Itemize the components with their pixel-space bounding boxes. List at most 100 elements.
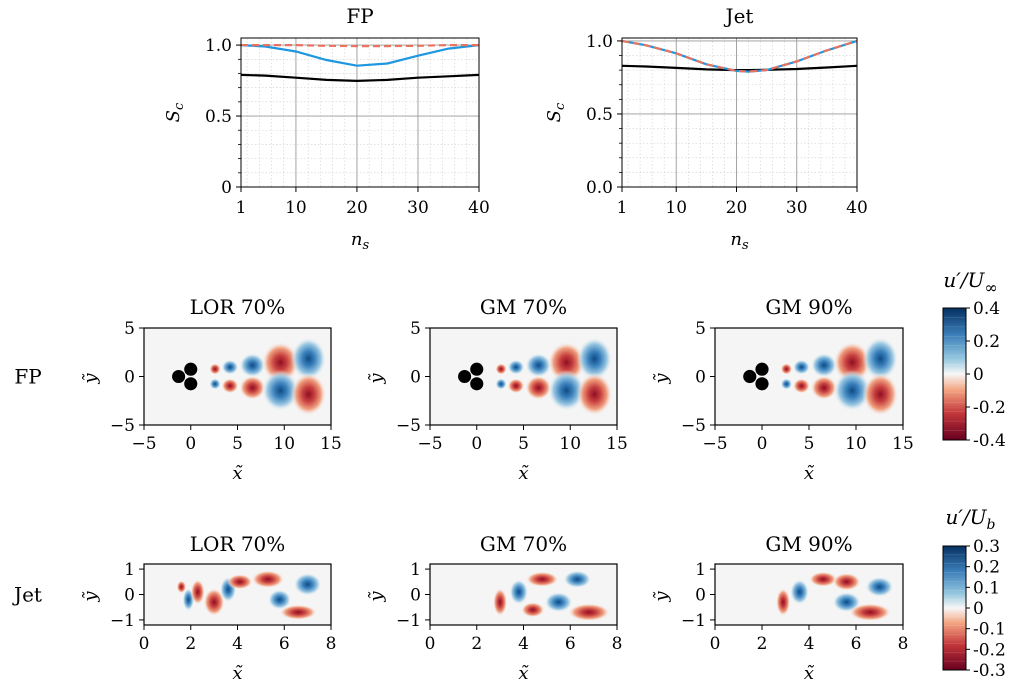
- y-axis-label: ỹ: [80, 591, 101, 603]
- contour-blob: [525, 353, 552, 378]
- y-tick-label: 0: [695, 586, 706, 606]
- colorbar-tick-label: 0.2: [973, 332, 1000, 352]
- x-tick-label: 40: [468, 198, 490, 218]
- y-tick-label: 0: [410, 586, 421, 606]
- contour-blob: [862, 372, 899, 416]
- panel-title: GM 90%: [765, 532, 852, 556]
- y-tick-label: 1.0: [205, 36, 232, 56]
- contour-blob: [251, 570, 285, 589]
- contour-blob: [221, 378, 239, 394]
- colorbar-tick-label: -0.1: [973, 620, 1006, 640]
- x-tick-label: 0: [139, 634, 150, 654]
- cylinder: [755, 362, 769, 376]
- panel-title: GM 70%: [480, 295, 567, 319]
- y-tick-label: 0.5: [586, 105, 613, 125]
- cylinder: [743, 369, 757, 384]
- contour-blob: [776, 588, 791, 617]
- contour-blob: [203, 588, 225, 617]
- field-panel: GM 90%0 2 4 6 810−1x̃ỹ: [651, 532, 908, 684]
- series-line-2: [621, 39, 858, 73]
- contour-blob: [793, 378, 810, 394]
- cylinder: [184, 377, 198, 391]
- contour-blob: [576, 337, 613, 381]
- x-tick-label: 6: [565, 634, 576, 654]
- x-tick-label: 0: [471, 434, 482, 454]
- x-tick-label: 4: [518, 634, 529, 654]
- row-label: FP: [14, 365, 41, 389]
- panel-contour-field: [776, 571, 894, 622]
- y-tick-label: −1: [396, 611, 421, 631]
- y-tick-label: 0.5: [205, 107, 232, 127]
- contour-blob: [793, 359, 810, 375]
- x-tick-label: 2: [185, 634, 196, 654]
- contour-blob: [261, 369, 300, 412]
- contour-blob: [495, 378, 507, 390]
- colorbar-tick-label: -0.4: [973, 431, 1006, 451]
- contour-blob: [832, 572, 861, 591]
- x-tick-label: 4: [804, 634, 815, 654]
- x-tick-label: 10: [559, 434, 581, 454]
- y-tick-label: 0: [124, 368, 135, 388]
- x-axis-label: x̃: [518, 663, 529, 684]
- contour-blob: [525, 375, 552, 400]
- y-tick-label: −1: [110, 611, 135, 631]
- chart-title: FP: [346, 4, 373, 28]
- x-tick-label: 20: [346, 198, 368, 218]
- x-tick-label: 5: [804, 434, 815, 454]
- x-tick-label: −5: [417, 434, 442, 454]
- y-axis-label: ỹ: [651, 373, 672, 385]
- y-tick-label: 5: [695, 319, 706, 339]
- contour-blob: [809, 571, 838, 587]
- y-tick-label: 1: [695, 560, 706, 580]
- cylinder: [755, 377, 769, 391]
- contour-blob: [209, 378, 221, 390]
- colorbar-tick-label: 0: [973, 365, 984, 385]
- y-tick-label: 0: [221, 178, 232, 198]
- contour-blob: [290, 337, 327, 381]
- colorbar: 0.4 0.2 0 -0.2 -0.4 u′/U∞: [942, 268, 1006, 451]
- field-panel: LOR 70%0 2 4 6 810−1x̃ỹ: [80, 532, 336, 684]
- colorbar-tick-label: 0: [973, 599, 984, 619]
- y-tick-label: 1: [124, 560, 135, 580]
- contour-blob: [810, 353, 838, 378]
- contour-blob: [780, 363, 793, 375]
- line-chart-jet: 1 10 20 30 40 0.0 0.5 1.0 Jet ns Sc: [544, 4, 868, 253]
- contour-blob: [226, 574, 253, 590]
- y-axis-label: ỹ: [651, 591, 672, 603]
- contour-blob: [267, 589, 292, 610]
- cylinder: [172, 369, 186, 384]
- colorbar: 0.30.20.10-0.1-0.2-0.3 u′/Ub: [942, 505, 1006, 681]
- x-tick-label: 10: [273, 434, 295, 454]
- contour-blob: [862, 337, 899, 381]
- x-tick-label: 0: [425, 634, 436, 654]
- colorbar-tick-label: 0.4: [973, 299, 1000, 319]
- x-tick-label: 15: [892, 434, 914, 454]
- contour-blob: [493, 588, 508, 617]
- contour-blob: [547, 369, 586, 412]
- contour-blob: [525, 571, 559, 587]
- x-axis-label: x̃: [518, 463, 529, 484]
- y-tick-label: 0: [410, 368, 421, 388]
- x-tick-label: 40: [846, 198, 868, 218]
- x-tick-label: 0: [185, 434, 196, 454]
- cylinder: [184, 362, 198, 376]
- colorbar-tick-label: 0.3: [973, 537, 1000, 557]
- x-tick-label: 1: [617, 198, 628, 218]
- contour-blob: [290, 372, 327, 416]
- series-line-2: [241, 43, 479, 48]
- x-tick-label: 5: [518, 434, 529, 454]
- x-tick-label: 4: [232, 634, 243, 654]
- panel-title: LOR 70%: [190, 532, 286, 556]
- contour-blob: [509, 579, 529, 605]
- y-tick-label: 5: [410, 319, 421, 339]
- colorbar-label: u′/U∞: [943, 268, 997, 297]
- x-tick-label: 6: [851, 634, 862, 654]
- colorbar-tick-label: -0.2: [973, 640, 1006, 660]
- plot-frame: [621, 37, 858, 188]
- x-tick-label: 10: [665, 198, 687, 218]
- y-tick-label: −5: [110, 416, 135, 436]
- contour-blob: [221, 359, 239, 375]
- series-line-1: [240, 44, 480, 67]
- contour-blob: [865, 576, 894, 598]
